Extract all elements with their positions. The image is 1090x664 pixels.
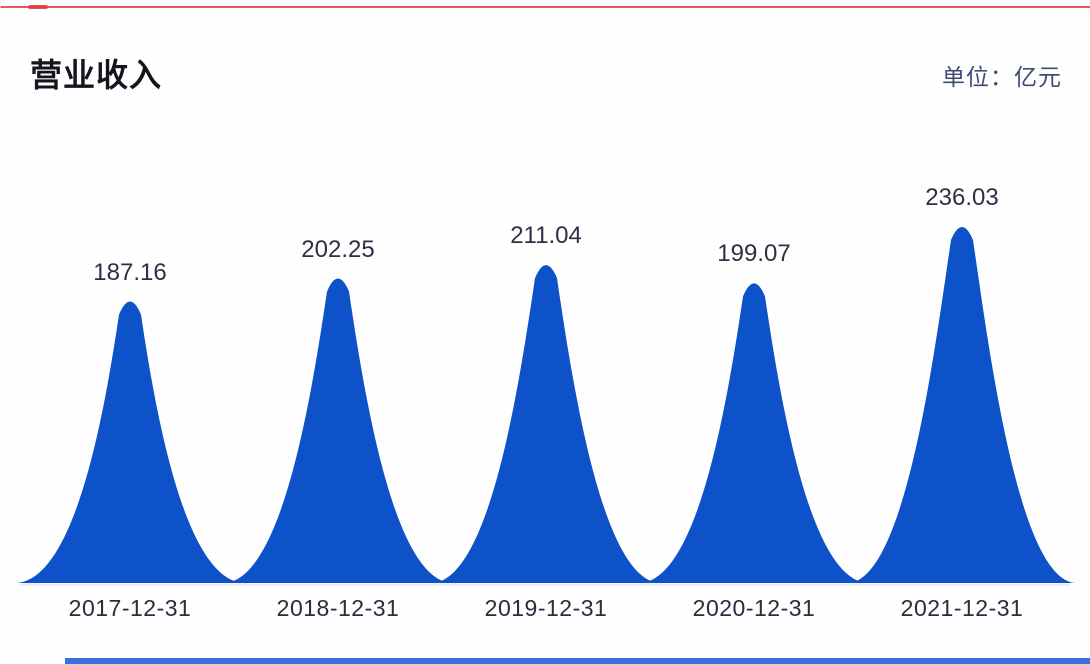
date-label: 2021-12-31 [900, 595, 1024, 621]
date-label: 2018-12-31 [276, 595, 400, 621]
top-accent-line [0, 6, 1090, 8]
revenue-peak [433, 265, 659, 583]
date-label: 2020-12-31 [692, 595, 816, 621]
value-label: 199.07 [717, 240, 791, 268]
unit-label: 单位：亿元 [942, 64, 1062, 90]
revenue-peak [849, 227, 1075, 583]
value-label: 211.04 [510, 222, 582, 250]
value-label: 187.16 [93, 258, 167, 286]
value-label: 202.25 [301, 235, 375, 263]
revenue-peak [225, 278, 451, 583]
date-label: 2019-12-31 [484, 595, 608, 621]
revenue-peak [641, 283, 867, 583]
revenue-peak [17, 301, 243, 583]
date-label: 2017-12-31 [68, 595, 192, 621]
bottom-strip [65, 658, 1090, 664]
value-label: 236.03 [925, 184, 999, 211]
chart-title: 营业收入 [30, 57, 163, 93]
top-accent-dash [28, 5, 48, 9]
